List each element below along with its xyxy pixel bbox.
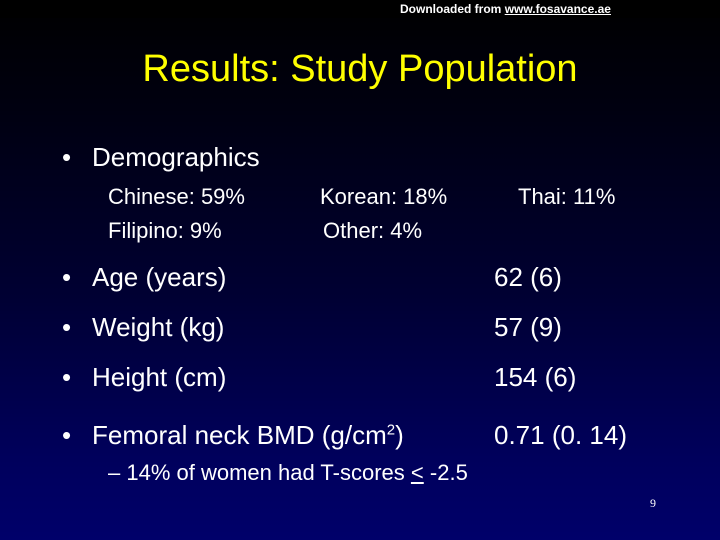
height-value: 154 (6) [494,362,577,392]
download-link[interactable]: www.fosavance.ae [504,2,611,16]
t-score-note: – 14% of women had T-scores < -2.5 [108,460,468,486]
demo-filipino: Filipino: 9% [108,218,222,243]
bmd-label-prefix: Femoral neck BMD (g/cm [92,420,387,450]
sub-dash: – [108,460,121,485]
weight-value: 57 (9) [494,312,562,342]
bmd-value: 0.71 (0. 14) [494,420,627,450]
height-label: Height (cm) [92,362,227,392]
age-label: Age (years) [92,262,227,292]
sub-threshold: -2.5 [429,460,468,485]
download-note: Downloaded from www.fosavance.ae [400,2,720,16]
bullet-dot: • [62,362,72,392]
bullet-dot: • [62,312,72,342]
bullet-dot: • [62,142,72,172]
bmd-label: Femoral neck BMD (g/cm2) [92,420,404,451]
age-value: 62 (6) [494,262,562,292]
demo-korean: Korean: 18% [320,184,448,209]
bmd-label-suffix: ) [395,420,404,450]
slide-title: Results: Study Population [142,48,578,90]
weight-label: Weight (kg) [92,312,225,342]
demographics-label: Demographics [92,142,260,172]
page-number: 9 [650,496,656,510]
sub-op: < [410,460,424,485]
demo-thai: Thai: 11% [518,184,616,209]
bmd-label-sup: 2 [386,421,396,439]
bullet-dot: • [62,420,72,450]
bullet-dot: • [62,262,72,292]
sub-text: 14% of women had T-scores [126,460,405,485]
header-bar [0,0,720,18]
demo-other: Other: 4% [323,218,423,243]
demo-chinese: Chinese: 59% [108,184,245,209]
download-prefix: Downloaded from [400,2,502,16]
